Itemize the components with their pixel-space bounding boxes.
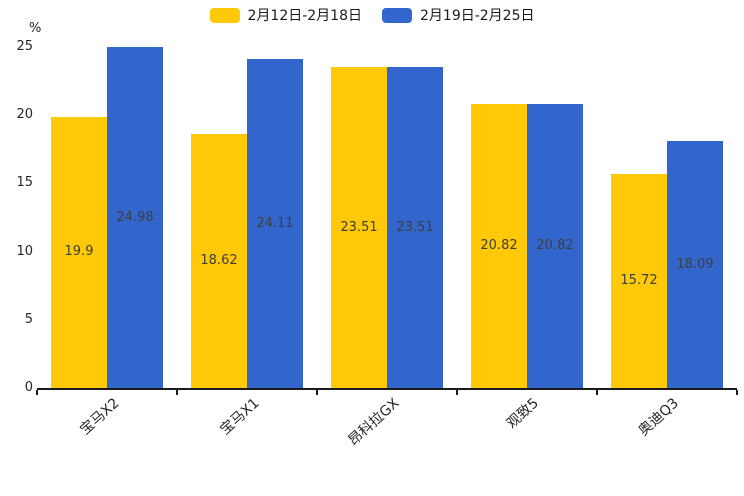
y-tick-label: 0 xyxy=(24,380,33,395)
bar-value-label: 18.09 xyxy=(676,256,714,272)
legend-swatch-week2-icon xyxy=(382,8,412,23)
x-tick-mark xyxy=(36,390,38,395)
x-axis-line xyxy=(37,388,737,390)
y-tick-label: 25 xyxy=(16,39,33,54)
bar-s1-c4 xyxy=(667,141,723,388)
x-tick-mark xyxy=(316,390,318,395)
bar-value-label: 19.9 xyxy=(64,244,94,260)
x-axis-label: 昂科拉GX xyxy=(344,395,403,449)
bar-value-label: 24.11 xyxy=(256,215,294,231)
bar-s0-c0 xyxy=(51,116,107,388)
legend-label-week2: 2月19日-2月25日 xyxy=(420,7,535,24)
bar-s0-c4 xyxy=(611,173,667,388)
x-tick-mark xyxy=(176,390,178,395)
bar-value-label: 18.62 xyxy=(200,253,238,268)
bar-value-label: 20.82 xyxy=(536,238,574,253)
bar-value-label: 15.72 xyxy=(620,272,658,288)
bar-s0-c3 xyxy=(471,104,527,388)
x-tick-mark xyxy=(736,390,738,395)
x-tick-mark xyxy=(456,390,458,395)
bar-s1-c0 xyxy=(107,47,163,388)
y-tick-label: 15 xyxy=(16,175,33,191)
bar-s0-c1 xyxy=(191,134,247,388)
x-axis-label: 宝马X2 xyxy=(76,395,123,439)
bar-s1-c2 xyxy=(387,67,443,388)
bar-value-label: 20.82 xyxy=(480,238,518,253)
legend: 2月12日-2月18日 2月19日-2月25日 xyxy=(0,8,744,23)
legend-item-week2[interactable]: 2月19日-2月25日 xyxy=(382,8,535,23)
x-axis-label: 宝马X1 xyxy=(216,395,263,439)
x-axis-label: 观致5 xyxy=(503,395,543,432)
x-axis-label: 奥迪Q3 xyxy=(635,395,683,440)
y-tick-label: 5 xyxy=(24,311,33,327)
legend-item-week1[interactable]: 2月12日-2月18日 xyxy=(209,7,363,24)
bar-s1-c1 xyxy=(247,59,303,388)
y-tick-label: 20 xyxy=(16,107,33,123)
bar-value-label: 23.51 xyxy=(340,219,378,235)
bar-s0-c2 xyxy=(331,67,387,388)
x-tick-mark xyxy=(596,390,598,395)
y-tick-label: 10 xyxy=(16,243,33,259)
legend-label-week1: 2月12日-2月18日 xyxy=(247,7,363,24)
bar-s1-c3 xyxy=(527,104,583,388)
legend-swatch-week1-icon xyxy=(209,8,240,23)
bar-value-label: 23.51 xyxy=(396,219,434,235)
y-axis-unit-label: % xyxy=(29,21,42,36)
bar-value-label: 24.98 xyxy=(116,209,154,225)
